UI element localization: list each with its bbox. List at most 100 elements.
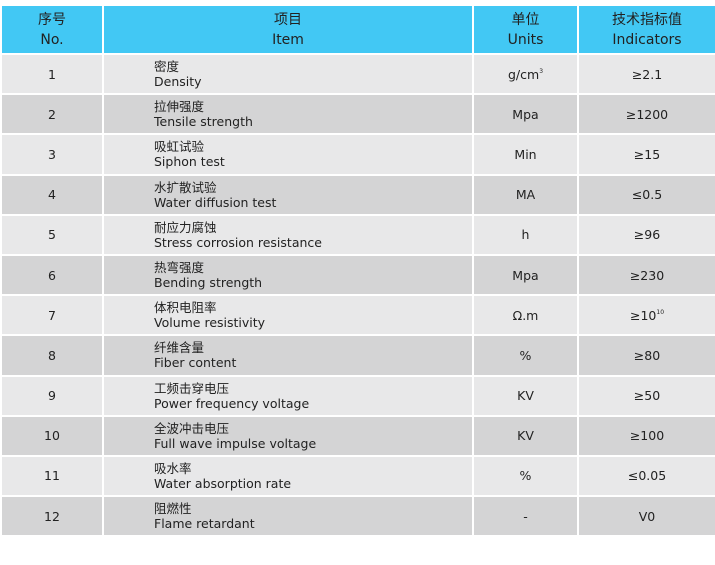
item-en: Full wave impulse voltage (154, 435, 317, 451)
unit-text: % (519, 347, 532, 363)
table-row: 6 热弯强度 Bending strength Mpa ≥230 (0, 253, 715, 297)
item-en: Power frequency voltage (154, 395, 310, 411)
item-en: Fiber content (154, 355, 237, 371)
row-indicator: ≥230 (577, 253, 715, 297)
row-unit: Mpa (472, 93, 579, 136)
indicator-value: ≥230 (629, 267, 665, 283)
table-row: 12 阻燃性 Flame retardant - V0 (0, 495, 715, 538)
row-indicator: ≤0.5 (577, 173, 715, 216)
unit-text: Mpa (512, 267, 539, 283)
row-item: 热弯强度 Bending strength (102, 253, 474, 297)
indicator-value: ≥15 (633, 146, 661, 162)
header-item-cn: 项目 (274, 11, 302, 28)
row-item: 纤维含量 Fiber content (102, 334, 474, 377)
item-cn: 工频击穿电压 (154, 380, 230, 396)
table-row: 2 拉伸强度 Tensile strength Mpa ≥1200 (0, 93, 715, 136)
unit-text: - (523, 508, 528, 524)
item-en: Water absorption rate (154, 475, 292, 491)
item-cn: 体积电阻率 (154, 300, 217, 316)
header-ind-cn: 技术指标值 (612, 11, 682, 28)
item-en: Water diffusion test (154, 194, 277, 210)
row-item: 拉伸强度 Tensile strength (102, 93, 474, 136)
row-number: 9 (0, 374, 104, 417)
row-unit: - (472, 495, 579, 538)
item-cn: 吸水率 (154, 460, 192, 476)
unit-text: KV (517, 388, 534, 404)
item-cn: 密度 (154, 59, 180, 75)
indicator-value: ≥1200 (625, 106, 669, 122)
row-unit: Ω.m (472, 294, 579, 337)
header-units-cn: 单位 (511, 11, 540, 28)
row-indicator: ≥50 (577, 374, 715, 417)
row-number: 6 (0, 253, 104, 297)
table-row: 9 工频击穿电压 Power frequency voltage KV ≥50 (0, 374, 715, 417)
item-en: Volume resistivity (154, 315, 266, 331)
item-cn: 全波冲击电压 (154, 420, 230, 436)
indicator-value: ≥10 (629, 307, 657, 323)
unit-text: h (521, 227, 530, 243)
table-row: 5 耐应力腐蚀 Stress corrosion resistance h ≥96 (0, 213, 715, 256)
indicator-value: ≥50 (633, 388, 661, 404)
row-item: 水扩散试验 Water diffusion test (102, 173, 474, 216)
row-number: 4 (0, 173, 104, 216)
row-item: 吸虹试验 Siphon test (102, 133, 474, 176)
row-unit: KV (472, 374, 579, 417)
item-en: Bending strength (154, 275, 263, 291)
unit-text: MA (515, 187, 536, 203)
item-en: Tensile strength (154, 114, 253, 130)
table-header: 序号 No. 项目 Item 单位 Units 技术指标值 Indicators (0, 4, 715, 55)
row-indicator: ≤0.05 (577, 454, 715, 498)
header-item: 项目 Item (102, 4, 474, 55)
indicator-value: ≥100 (629, 428, 665, 444)
row-unit: g/cm3 (472, 52, 579, 96)
row-item: 密度 Density (102, 52, 474, 96)
row-indicator: V0 (577, 495, 715, 538)
row-indicator: ≥100 (577, 414, 715, 457)
header-units-en: Units (507, 31, 544, 48)
table-row: 7 体积电阻率 Volume resistivity Ω.m ≥1010 (0, 294, 715, 337)
row-indicator: ≥1200 (577, 93, 715, 136)
item-cn: 热弯强度 (154, 260, 205, 276)
item-cn: 吸虹试验 (154, 139, 205, 155)
row-number: 7 (0, 294, 104, 337)
table-row: 4 水扩散试验 Water diffusion test MA ≤0.5 (0, 173, 715, 216)
item-cn: 水扩散试验 (154, 179, 217, 195)
unit-text: Ω.m (512, 307, 539, 323)
row-item: 吸水率 Water absorption rate (102, 454, 474, 498)
header-indicators: 技术指标值 Indicators (577, 4, 715, 55)
item-cn: 纤维含量 (154, 340, 205, 356)
item-en: Flame retardant (154, 516, 255, 532)
indicator-value: ≥96 (633, 227, 661, 243)
row-item: 阻燃性 Flame retardant (102, 495, 474, 538)
item-cn: 耐应力腐蚀 (154, 219, 217, 235)
row-unit: Min (472, 133, 579, 176)
header-item-en: Item (272, 31, 304, 48)
indicator-superscript: 10 (656, 308, 665, 316)
item-cn: 拉伸强度 (154, 99, 205, 115)
row-unit: MA (472, 173, 579, 216)
indicator-value: ≤0.5 (631, 187, 663, 203)
unit-text: KV (517, 428, 534, 444)
row-indicator: ≥96 (577, 213, 715, 256)
row-unit: KV (472, 414, 579, 457)
unit-text: Min (514, 146, 537, 162)
indicator-value: V0 (638, 508, 656, 524)
indicator-value: ≥2.1 (631, 66, 663, 82)
row-number: 11 (0, 454, 104, 498)
row-item: 工频击穿电压 Power frequency voltage (102, 374, 474, 417)
header-no-en: No. (40, 31, 64, 48)
row-number: 2 (0, 93, 104, 136)
row-item: 体积电阻率 Volume resistivity (102, 294, 474, 337)
row-number: 12 (0, 495, 104, 538)
row-indicator: ≥15 (577, 133, 715, 176)
header-no-cn: 序号 (38, 11, 66, 28)
table-row: 8 纤维含量 Fiber content% ≥80 (0, 334, 715, 377)
table-row: 1 密度 Density g/cm3 ≥2.1 (0, 52, 715, 96)
row-number: 10 (0, 414, 104, 457)
item-cn: 阻燃性 (154, 501, 192, 517)
unit-text: Mpa (512, 106, 539, 122)
indicator-value: ≤0.05 (627, 468, 667, 484)
row-unit: h (472, 213, 579, 256)
row-unit: % (472, 454, 579, 498)
row-item: 全波冲击电压 Full wave impulse voltage (102, 414, 474, 457)
